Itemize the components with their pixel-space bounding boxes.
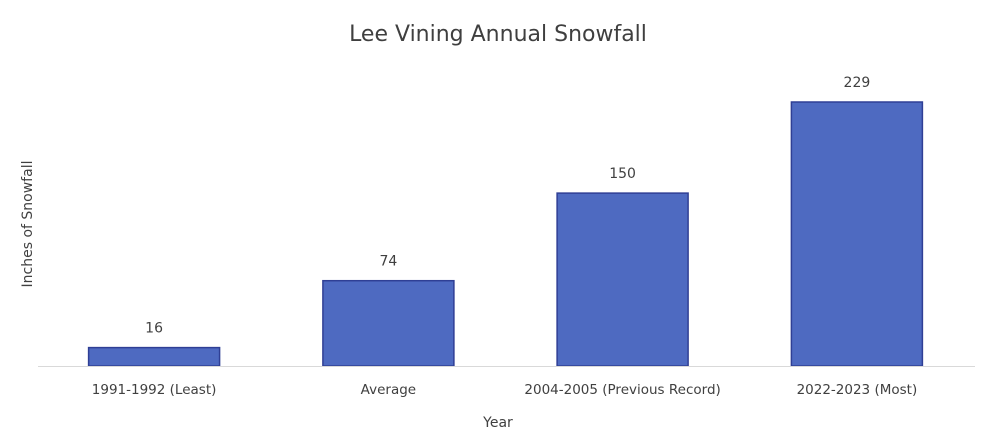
x-axis-title: Year: [482, 415, 513, 431]
bars-group: [87, 101, 924, 367]
bar: [790, 101, 924, 367]
x-tick-labels-group: 1991-1992 (Least) Average 2004-2005 (Previ…: [92, 382, 917, 398]
data-label: 74: [379, 254, 397, 270]
bar: [556, 192, 689, 367]
data-label: 229: [844, 75, 871, 91]
y-axis-title: Inches of Snowfall: [20, 161, 36, 288]
data-label: 16: [145, 321, 163, 337]
x-tick-label: Average: [361, 382, 416, 398]
data-label: 150: [609, 166, 636, 182]
bar: [87, 346, 221, 367]
x-tick-label: 1991-1992 (Least): [92, 382, 217, 398]
chart-title: Lee Vining Annual Snowfall: [349, 22, 647, 47]
bar: [322, 279, 455, 367]
x-tick-label: 2004-2005 (Previous Record): [524, 382, 720, 398]
x-tick-label: 2022-2023 (Most): [797, 382, 918, 398]
data-labels-group: 16 74 150 229: [145, 75, 870, 337]
